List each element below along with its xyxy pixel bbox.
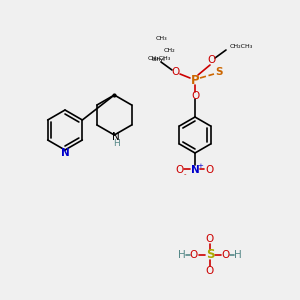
Text: S: S xyxy=(206,248,214,262)
Text: O: O xyxy=(175,165,183,175)
Text: CH₃: CH₃ xyxy=(155,35,167,40)
Text: O: O xyxy=(190,250,198,260)
Text: O: O xyxy=(208,55,216,65)
Text: +: + xyxy=(197,163,203,169)
Text: CH₂CH₃: CH₂CH₃ xyxy=(147,56,171,61)
Text: H: H xyxy=(113,139,120,148)
Text: H: H xyxy=(234,250,242,260)
Text: -: - xyxy=(184,171,186,177)
Text: H: H xyxy=(178,250,186,260)
Text: O: O xyxy=(191,91,199,101)
Text: S: S xyxy=(215,67,223,77)
Text: N: N xyxy=(61,148,69,158)
Text: O: O xyxy=(222,250,230,260)
Text: O: O xyxy=(205,165,213,175)
Text: ethyl: ethyl xyxy=(152,58,166,62)
Text: O: O xyxy=(171,67,179,77)
Text: CH₂: CH₂ xyxy=(163,47,175,52)
Text: P: P xyxy=(191,74,199,86)
Text: N: N xyxy=(112,132,120,142)
Text: CH₂CH₃: CH₂CH₃ xyxy=(230,44,253,49)
Text: O: O xyxy=(206,234,214,244)
Text: O: O xyxy=(206,266,214,276)
Text: N: N xyxy=(190,165,200,175)
